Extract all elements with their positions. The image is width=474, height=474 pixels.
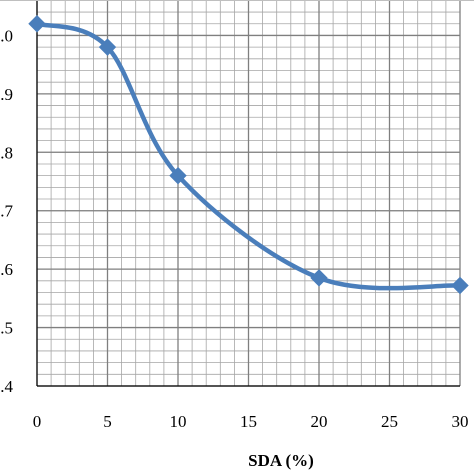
data-point-marker	[169, 166, 187, 185]
x-tick-label: 20	[311, 412, 328, 431]
series-line	[34, 21, 463, 291]
data-markers	[28, 15, 469, 295]
y-axis-tick-labels: .4 .5 .6 .7 .8 .9 1.0	[0, 26, 14, 396]
data-point-marker	[310, 269, 328, 287]
y-tick-label: .6	[0, 260, 13, 279]
y-tick-label: .7	[0, 202, 13, 221]
x-tick-label: 0	[33, 412, 42, 431]
data-point-marker	[28, 15, 46, 33]
x-tick-label: 30	[452, 412, 469, 431]
data-point-marker	[98, 38, 117, 56]
axes	[0, 0, 474, 387]
x-tick-label: 5	[103, 412, 112, 431]
x-axis-title: SDA (%)	[248, 451, 314, 470]
y-tick-label: .5	[0, 319, 13, 338]
y-tick-label: .4	[0, 377, 13, 396]
series-line-group	[34, 21, 463, 291]
y-tick-label: .8	[0, 143, 13, 162]
x-tick-label: 10	[170, 412, 187, 431]
x-tick-label: 25	[381, 412, 398, 431]
data-point-marker	[451, 276, 469, 295]
y-tick-label: .9	[0, 85, 13, 104]
x-axis-tick-labels: 0 5 10 15 20 25 30	[33, 412, 469, 431]
x-tick-label: 15	[240, 412, 257, 431]
y-tick-label: 1.0	[0, 26, 13, 45]
